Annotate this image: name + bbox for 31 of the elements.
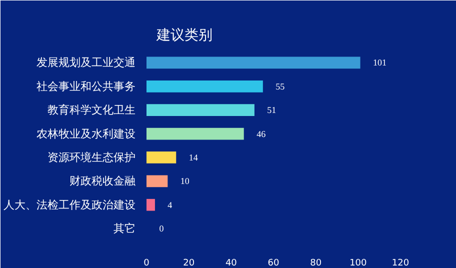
x-tick-label: 80 (310, 258, 322, 268)
bar (146, 104, 254, 116)
data-label: 14 (188, 152, 198, 162)
x-tick-label: 100 (350, 258, 368, 268)
y-tick-label: 农林牧业及水利建设 (36, 127, 136, 140)
y-tick-label: 人大、法检工作及政治建设 (4, 198, 136, 212)
y-tick-label: 财政税收金融 (70, 174, 136, 188)
y-tick-label: 教育科学文化卫生 (48, 104, 136, 117)
y-tick-label: 资源环境生态保护 (48, 150, 136, 164)
y-tick-label: 发展规划及工业交通 (36, 56, 136, 70)
chart-title: 建议类别 (156, 28, 212, 44)
x-tick-label: 20 (183, 258, 195, 268)
data-label: 10 (180, 176, 190, 186)
bar (146, 128, 244, 140)
data-label: 0 (159, 224, 164, 234)
bar (146, 175, 168, 188)
x-tick-label: 0 (144, 258, 150, 268)
data-label: 101 (372, 58, 386, 68)
data-label: 46 (256, 128, 266, 139)
x-tick-label: 40 (225, 258, 238, 268)
data-label: 51 (267, 105, 276, 116)
data-label: 55 (276, 81, 286, 92)
y-tick-label: 社会事业和公共事务 (36, 80, 136, 93)
y-tick-label: 其它 (114, 222, 136, 236)
x-tick-label: 60 (268, 258, 280, 268)
bar (146, 152, 176, 164)
bar (146, 56, 360, 69)
bar (146, 198, 155, 211)
x-tick-label: 120 (392, 258, 410, 268)
bar (146, 80, 263, 92)
data-label: 4 (168, 200, 173, 210)
